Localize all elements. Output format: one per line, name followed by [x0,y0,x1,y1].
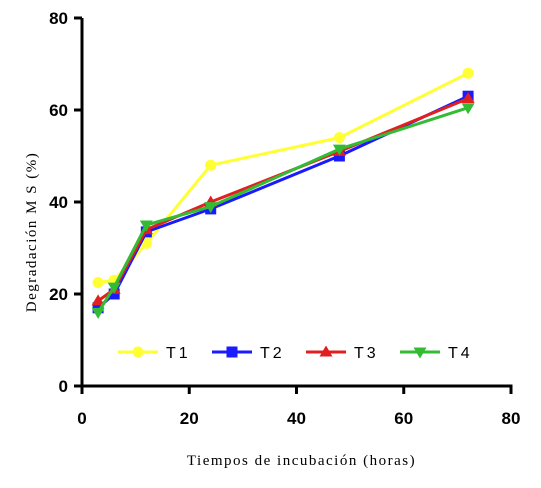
x-tick-label: 60 [394,409,413,428]
legend-label: T2 [260,345,285,362]
legend-swatch-marker [226,346,238,358]
y-tick-label: 20 [49,285,68,304]
legend-swatch-marker [132,346,144,358]
data-point [92,302,104,314]
x-tick-label: 20 [180,409,199,428]
data-point [204,202,218,214]
y-tick-label: 40 [49,193,68,212]
x-tick-label: 0 [77,409,86,428]
y-tick-label: 60 [49,101,68,120]
series-line [97,97,469,303]
legend-swatch-marker [319,345,333,357]
data-point [91,307,105,319]
data-point [92,277,104,288]
y-axis-title: Degradación M S (%) [24,152,40,313]
data-point [139,220,153,232]
data-point [91,294,105,306]
data-point [332,144,346,156]
legend-label: T3 [354,345,379,362]
y-tick-label: 0 [59,377,68,396]
legend-item-t2: T2 [212,345,285,362]
legend-label: T1 [166,345,191,362]
data-point [333,150,345,162]
data-point [333,132,345,144]
axes [80,18,513,388]
legend: T1 T2 T3 T4 [118,345,473,362]
series-line [96,106,469,314]
data-point [107,282,121,294]
series-t1 [92,67,474,288]
legend-item-t1: T1 [118,345,191,362]
data-point [140,237,152,249]
legend-item-t4: T4 [400,345,473,362]
legend-label: T4 [448,345,473,362]
data-point [462,67,474,79]
y-axis-ticks: 0 20 40 60 80 [49,9,82,396]
y-tick-label: 80 [49,9,68,28]
x-tick-label: 80 [502,409,521,428]
series-line [97,94,469,309]
data-point [461,103,475,115]
legend-swatch-marker [413,347,427,359]
x-axis-title: Tiempos de incubación (horas) [187,453,416,469]
series-layer [91,67,475,319]
x-axis-ticks: 0 20 40 60 80 [77,386,520,428]
x-tick-label: 40 [287,409,306,428]
data-point [108,288,120,300]
series-t4 [91,103,475,319]
data-point [461,92,475,103]
data-point [205,159,217,171]
legend-item-t3: T3 [306,345,379,362]
